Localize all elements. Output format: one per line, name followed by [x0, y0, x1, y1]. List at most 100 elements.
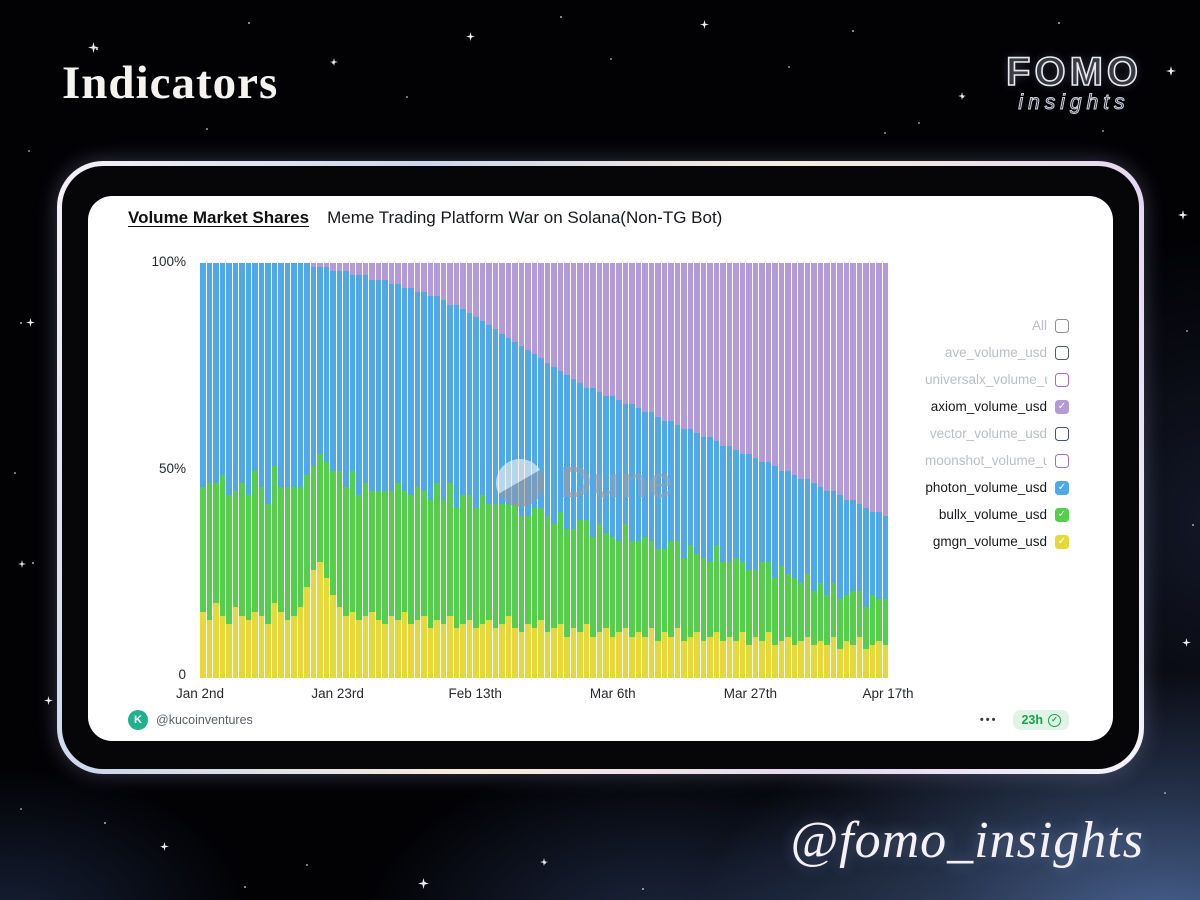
- stacked-bar: [863, 263, 869, 678]
- footer-actions: ••• 23h ✓: [980, 710, 1069, 730]
- stacked-bar: [707, 263, 713, 678]
- legend-item[interactable]: gmgn_volume_usd ✓: [925, 528, 1069, 555]
- stacked-bar: [564, 263, 570, 678]
- stacked-bar: [811, 263, 817, 678]
- stacked-bar: [330, 263, 336, 678]
- x-tick-label: Feb 13th: [448, 686, 502, 701]
- author-handle[interactable]: @kucoinventures: [156, 713, 253, 727]
- stacked-bar: [453, 263, 459, 678]
- checkbox-checked-icon[interactable]: ✓: [1055, 480, 1069, 495]
- stacked-bar: [395, 263, 401, 678]
- stacked-bar: [856, 263, 862, 678]
- stacked-bar: [850, 263, 856, 678]
- watermark-handle: @fomo_insights: [790, 812, 1144, 869]
- stacked-bar: [310, 263, 316, 678]
- stacked-bar: [642, 263, 648, 678]
- checkbox-checked-icon[interactable]: ✓: [1055, 534, 1069, 549]
- checkbox-icon[interactable]: [1055, 426, 1069, 441]
- legend-item[interactable]: bullx_volume_usd ✓: [925, 501, 1069, 528]
- legend-item[interactable]: ave_volume_usd: [925, 339, 1069, 366]
- stacked-bar: [369, 263, 375, 678]
- checkbox-icon[interactable]: [1055, 453, 1069, 468]
- stacked-bar: [291, 263, 297, 678]
- stacked-bar: [830, 263, 836, 678]
- brand-name: FOMO: [1005, 49, 1142, 95]
- stacked-bar: [525, 263, 531, 678]
- stacked-bar: [674, 263, 680, 678]
- stacked-bar: [336, 263, 342, 678]
- stacked-bar: [603, 263, 609, 678]
- stacked-bar: [648, 263, 654, 678]
- brand-subtitle: insights: [1018, 91, 1130, 115]
- stacked-bar: [609, 263, 615, 678]
- stacked-bar: [804, 263, 810, 678]
- stacked-bar: [778, 263, 784, 678]
- stacked-bar: [434, 263, 440, 678]
- stacked-bar: [284, 263, 290, 678]
- stacked-bar: [440, 263, 446, 678]
- chart-title: Volume Market Shares: [128, 208, 310, 227]
- stacked-bar: [869, 263, 875, 678]
- stacked-bar: [226, 263, 232, 678]
- checkbox-icon[interactable]: [1055, 345, 1069, 360]
- legend-item[interactable]: axiom_volume_usd ✓: [925, 393, 1069, 420]
- legend-item[interactable]: universalx_volume_usd: [925, 366, 1069, 393]
- plot-area: [200, 263, 888, 678]
- stacked-bar: [720, 263, 726, 678]
- stacked-bar: [460, 263, 466, 678]
- checkbox-checked-icon[interactable]: ✓: [1055, 507, 1069, 522]
- checkbox-checked-icon[interactable]: ✓: [1055, 399, 1069, 414]
- card-footer: K @kucoinventures ••• 23h ✓: [128, 709, 1069, 731]
- legend-label: All: [1031, 318, 1047, 333]
- stacked-bar: [700, 263, 706, 678]
- stacked-bar: [616, 263, 622, 678]
- y-tick-100: 100%: [151, 254, 186, 269]
- stacked-bar: [694, 263, 700, 678]
- stacked-bar: [388, 263, 394, 678]
- stacked-bar: [531, 263, 537, 678]
- stacked-bar: [544, 263, 550, 678]
- stacked-bar: [206, 263, 212, 678]
- stacked-bar: [538, 263, 544, 678]
- stacked-bar: [297, 263, 303, 678]
- legend-item[interactable]: photon_volume_usd ✓: [925, 474, 1069, 501]
- chart-header: Volume Market Shares Meme Trading Platfo…: [128, 208, 722, 228]
- stacked-bar: [382, 263, 388, 678]
- legend: All ave_volume_usd universalx_volume_usdax…: [925, 312, 1069, 555]
- stacked-bar: [739, 263, 745, 678]
- stacked-bar: [317, 263, 323, 678]
- stacked-bar: [492, 263, 498, 678]
- stacked-bar: [323, 263, 329, 678]
- legend-item[interactable]: moonshot_volume_usd: [925, 447, 1069, 474]
- stacked-bar: [817, 263, 823, 678]
- stacked-bar: [622, 263, 628, 678]
- stacked-bar: [752, 263, 758, 678]
- stacked-bar: [512, 263, 518, 678]
- refresh-badge[interactable]: 23h ✓: [1013, 710, 1069, 730]
- refresh-check-icon: ✓: [1048, 713, 1061, 727]
- stacked-bar: [219, 263, 225, 678]
- checkbox-icon[interactable]: [1055, 318, 1069, 333]
- device-frame: Volume Market Shares Meme Trading Platfo…: [57, 161, 1144, 774]
- legend-label: bullx_volume_usd: [938, 507, 1047, 522]
- refresh-time: 23h: [1021, 713, 1043, 727]
- legend-item[interactable]: vector_volume_usd: [925, 420, 1069, 447]
- stacked-bar: [408, 263, 414, 678]
- stacked-bar: [414, 263, 420, 678]
- legend-label: ave_volume_usd: [944, 345, 1047, 360]
- legend-label: axiom_volume_usd: [930, 399, 1047, 414]
- x-axis: Jan 2nd Jan 23rd Feb 13th Mar 6th Mar 27th Ap…: [176, 686, 914, 706]
- stacked-bar: [239, 263, 245, 678]
- legend-label: photon_volume_usd: [925, 480, 1047, 495]
- legend-item[interactable]: All: [925, 312, 1069, 339]
- stacked-bar: [271, 263, 277, 678]
- stacked-bar: [362, 263, 368, 678]
- x-tick-label: Jan 2nd: [175, 686, 225, 701]
- more-menu-icon[interactable]: •••: [979, 714, 998, 726]
- stacked-bar: [349, 263, 355, 678]
- legend-label: universalx_volume_usd: [925, 372, 1047, 387]
- stacked-bar: [401, 263, 407, 678]
- checkbox-icon[interactable]: [1055, 372, 1069, 387]
- stacked-bar: [655, 263, 661, 678]
- stacked-bar: [687, 263, 693, 678]
